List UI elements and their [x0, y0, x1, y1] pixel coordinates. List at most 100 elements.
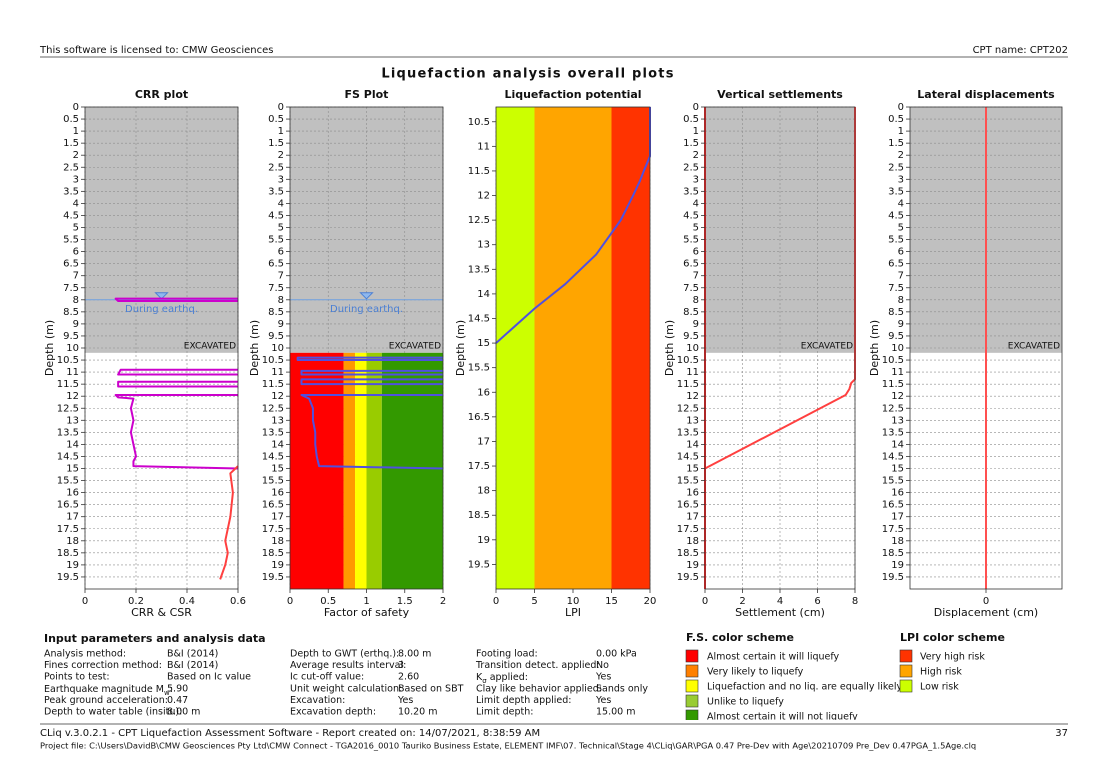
y-tick-label: 3.5: [683, 186, 699, 197]
y-tick-label: 13: [477, 240, 490, 251]
parameter-value: B&I (2014): [167, 649, 218, 660]
excavated-label: EXCAVATED: [1008, 341, 1060, 351]
band: [534, 107, 612, 589]
y-tick-label: 4: [693, 198, 699, 209]
y-tick-label: 18.5: [57, 548, 79, 559]
y-tick-label: 12.5: [57, 403, 79, 414]
y-tick-label: 17.5: [882, 524, 904, 535]
y-tick-label: 8.5: [268, 307, 284, 318]
legends: Almost certain it will liquefy Very likel…: [685, 649, 985, 720]
y-tick-label: 12: [271, 391, 284, 402]
y-tick-label: 6.5: [888, 259, 904, 270]
y-tick-label: 1: [898, 126, 904, 137]
y-tick-label: 17.5: [262, 524, 284, 535]
legend-label: Unlike to liquefy: [707, 697, 784, 708]
y-tick-label: 3.5: [888, 186, 904, 197]
x-tick-label: 4: [777, 596, 783, 607]
y-tick-label: 16.5: [57, 500, 79, 511]
y-tick-label: 0: [278, 102, 284, 113]
y-tick-label: 8: [73, 295, 79, 306]
y-tick-label: 16.5: [882, 500, 904, 511]
y-tick-label: 2.5: [63, 162, 79, 173]
parameter-label: Limit depth:: [476, 707, 533, 718]
y-tick-label: 10: [686, 343, 699, 354]
y-tick-label: 4: [898, 198, 904, 209]
y-tick-label: 13.5: [677, 427, 699, 438]
x-tick-label: 15: [605, 596, 618, 607]
parameter-label: Kσ applied:: [476, 672, 528, 686]
y-tick-label: 3.5: [63, 186, 79, 197]
band: [343, 352, 356, 589]
parameter-label: Analysis method:: [44, 649, 126, 660]
legend-swatch: [685, 709, 699, 720]
y-tick-label: 0: [898, 102, 904, 113]
y-tick-label: 19: [686, 560, 699, 571]
parameter-label: Points to test:: [44, 672, 110, 683]
y-tick-label: 14.5: [468, 313, 490, 324]
license-text: This software is licensed to: CMW Geosci…: [39, 45, 273, 56]
parameter-value: Sands only: [596, 683, 648, 694]
x-tick-label: 5: [531, 596, 537, 607]
x-axis-label: Settlement (cm): [735, 606, 825, 619]
y-tick-label: 12.5: [677, 403, 699, 414]
water-table-label: During earthq.: [330, 304, 403, 315]
water-table-marker: [359, 292, 374, 300]
y-tick-label: 8.5: [683, 307, 699, 318]
y-tick-label: 11.5: [882, 379, 904, 390]
parameter-label: Peak ground acceleration:: [44, 695, 168, 706]
y-tick-label: 16: [477, 387, 490, 398]
y-tick-label: 4.5: [888, 210, 904, 221]
y-tick-label: 18.5: [468, 510, 490, 521]
parameter-label: Footing load:: [476, 649, 538, 660]
y-tick-label: 7.5: [268, 283, 284, 294]
y-tick-label: 2: [898, 150, 904, 161]
x-axis-label: Displacement (cm): [934, 606, 1038, 619]
y-tick-label: 19.5: [677, 572, 699, 583]
parameter-value: 2.60: [398, 672, 419, 683]
y-tick-label: 0.5: [63, 114, 79, 125]
y-tick-label: 19.5: [468, 559, 490, 570]
parameter-value: 0.00 kPa: [596, 649, 637, 660]
parameter-value: Yes: [595, 672, 611, 683]
parameter-label: Average results interval:: [290, 660, 406, 671]
y-tick-label: 13.5: [468, 264, 490, 275]
y-tick-label: 13: [271, 415, 284, 426]
excavated-label: EXCAVATED: [389, 341, 441, 351]
y-tick-label: 2.5: [888, 162, 904, 173]
y-tick-label: 18.5: [882, 548, 904, 559]
y-tick-label: 11: [271, 367, 284, 378]
project-file: Project file: C:\Users\DavidB\CMW Geosci…: [40, 741, 976, 751]
x-tick-label: 1.5: [397, 596, 413, 607]
y-tick-label: 12.5: [262, 403, 284, 414]
parameters-title: Input parameters and analysis data: [44, 632, 266, 645]
y-tick-label: 6: [693, 247, 699, 258]
parameter-label: Depth to water table (insitu):: [44, 707, 182, 718]
parameter-label: Clay like behavior applied:: [476, 683, 602, 694]
y-tick-label: 17.5: [57, 524, 79, 535]
x-tick-label: 0.4: [179, 596, 195, 607]
y-tick-label: 4: [278, 198, 284, 209]
band: [611, 107, 650, 589]
legend-swatch: [899, 679, 913, 693]
y-tick-label: 11: [686, 367, 699, 378]
x-axis-label: CRR & CSR: [131, 606, 192, 619]
parameter-label: Unit weight calculation:: [290, 683, 402, 694]
parameter-label: Excavation:: [290, 695, 345, 706]
parameter-value: 15.00 m: [596, 707, 635, 718]
y-tick-label: 4.5: [683, 210, 699, 221]
parameter-value: 3: [398, 660, 404, 671]
y-tick-label: 19.5: [262, 572, 284, 583]
y-tick-label: 10.5: [262, 355, 284, 366]
y-tick-label: 3: [898, 174, 904, 185]
y-tick-label: 9.5: [888, 331, 904, 342]
y-tick-label: 13.5: [882, 427, 904, 438]
y-tick-label: 14: [66, 439, 79, 450]
parameter-value: Based on Ic value: [167, 672, 251, 683]
excavated-zone: [85, 107, 238, 353]
y-axis-label: Depth (m): [663, 320, 676, 376]
y-tick-label: 15.5: [677, 476, 699, 487]
y-tick-label: 8: [898, 295, 904, 306]
band: [290, 352, 344, 589]
y-tick-label: 10: [271, 343, 284, 354]
